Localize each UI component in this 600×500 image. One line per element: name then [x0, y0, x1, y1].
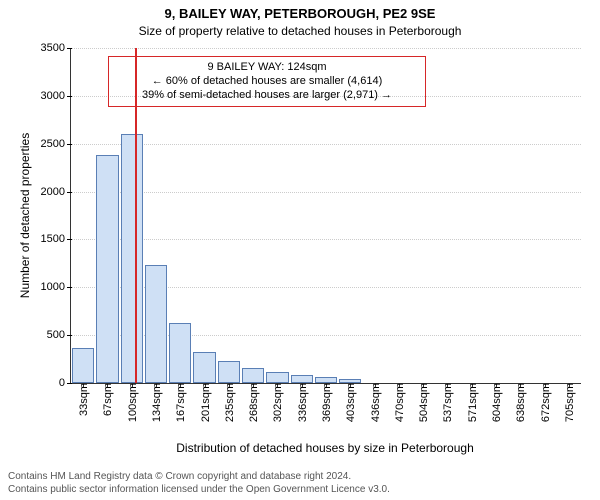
annotation-box: 9 BAILEY WAY: 124sqm ← 60% of detached h…	[108, 56, 426, 107]
x-tick-label: 604sqm	[489, 383, 503, 422]
x-tick-label: 336sqm	[295, 383, 309, 422]
histogram-bar	[145, 265, 167, 383]
y-tick: 3000	[41, 90, 71, 102]
x-tick-label: 436sqm	[368, 383, 382, 422]
histogram-bar	[266, 372, 288, 383]
x-tick-label: 571sqm	[465, 383, 479, 422]
chart-container: 9, BAILEY WAY, PETERBOROUGH, PE2 9SE Siz…	[0, 0, 600, 500]
annotation-line-2: ← 60% of detached houses are smaller (4,…	[117, 75, 417, 89]
x-tick-label: 504sqm	[416, 383, 430, 422]
x-tick-label: 33sqm	[76, 383, 90, 416]
x-tick-label: 67sqm	[100, 383, 114, 416]
x-tick-label: 638sqm	[513, 383, 527, 422]
x-tick-label: 100sqm	[125, 383, 139, 422]
y-axis-label: Number of detached properties	[18, 48, 32, 383]
histogram-bar	[121, 134, 143, 383]
grid-line	[71, 239, 581, 240]
x-tick-label: 369sqm	[319, 383, 333, 422]
histogram-bar	[218, 361, 240, 383]
x-tick-label: 268sqm	[246, 383, 260, 422]
y-tick: 2000	[41, 186, 71, 198]
x-tick-label: 134sqm	[149, 383, 163, 422]
y-tick: 2500	[41, 138, 71, 150]
y-tick: 1500	[41, 233, 71, 245]
y-tick: 3500	[41, 42, 71, 54]
x-tick-label: 537sqm	[440, 383, 454, 422]
footer-attribution: Contains HM Land Registry data © Crown c…	[8, 471, 390, 496]
x-tick-label: 403sqm	[343, 383, 357, 422]
annotation-line-1: 9 BAILEY WAY: 124sqm	[117, 61, 417, 75]
x-tick-label: 167sqm	[173, 383, 187, 422]
histogram-bar	[242, 368, 264, 383]
x-tick-label: 705sqm	[562, 383, 576, 422]
y-tick: 0	[59, 377, 71, 389]
x-tick-label: 672sqm	[538, 383, 552, 422]
histogram-bar	[193, 352, 215, 383]
chart-subtitle: Size of property relative to detached ho…	[0, 24, 600, 39]
histogram-bar	[96, 155, 118, 383]
grid-line	[71, 144, 581, 145]
grid-line	[71, 48, 581, 49]
x-tick-label: 201sqm	[198, 383, 212, 422]
y-tick: 1000	[41, 281, 71, 293]
histogram-bar	[291, 375, 313, 383]
x-tick-label: 235sqm	[222, 383, 236, 422]
annotation-line-3: 39% of semi-detached houses are larger (…	[117, 89, 417, 103]
x-tick-label: 470sqm	[392, 383, 406, 422]
grid-line	[71, 192, 581, 193]
x-tick-label: 302sqm	[270, 383, 284, 422]
y-tick: 500	[47, 329, 71, 341]
histogram-bar	[169, 323, 191, 383]
chart-title: 9, BAILEY WAY, PETERBOROUGH, PE2 9SE	[0, 6, 600, 22]
histogram-bar	[72, 348, 94, 383]
footer-line-2: Contains public sector information licen…	[8, 484, 390, 497]
footer-line-1: Contains HM Land Registry data © Crown c…	[8, 471, 390, 484]
x-axis-label: Distribution of detached houses by size …	[70, 441, 580, 455]
